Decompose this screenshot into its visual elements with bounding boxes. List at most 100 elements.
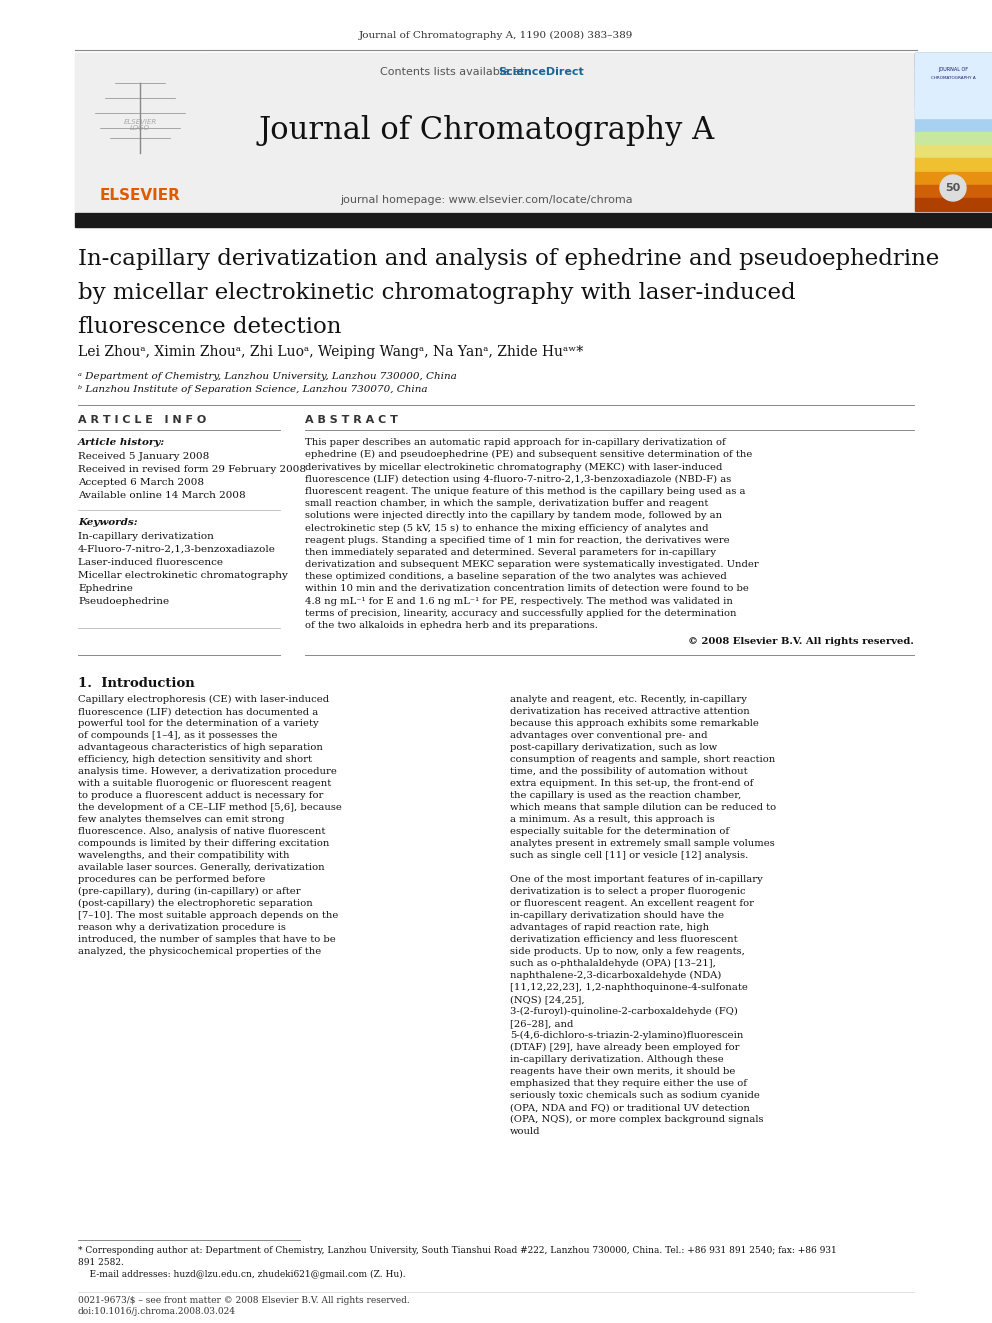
Text: doi:10.1016/j.chroma.2008.03.024: doi:10.1016/j.chroma.2008.03.024 xyxy=(78,1307,236,1316)
Text: journal homepage: www.elsevier.com/locate/chroma: journal homepage: www.elsevier.com/locat… xyxy=(340,194,633,205)
Text: Journal of Chromatography A, 1190 (2008) 383–389: Journal of Chromatography A, 1190 (2008)… xyxy=(359,30,633,40)
Text: (post-capillary) the electrophoretic separation: (post-capillary) the electrophoretic sep… xyxy=(78,900,312,909)
Text: (NQS) [24,25],: (NQS) [24,25], xyxy=(510,995,584,1004)
Text: derivatization has received attractive attention: derivatization has received attractive a… xyxy=(510,708,750,716)
Bar xyxy=(915,172,992,179)
Text: in-capillary derivatization should have the: in-capillary derivatization should have … xyxy=(510,912,724,921)
Text: powerful tool for the determination of a variety: powerful tool for the determination of a… xyxy=(78,720,318,728)
Bar xyxy=(915,60,992,66)
Text: which means that sample dilution can be reduced to: which means that sample dilution can be … xyxy=(510,803,776,812)
Bar xyxy=(915,112,992,119)
Text: Ephedrine: Ephedrine xyxy=(78,583,133,593)
Bar xyxy=(915,139,992,146)
Text: (pre-capillary), during (in-capillary) or after: (pre-capillary), during (in-capillary) o… xyxy=(78,888,301,896)
Text: (OPA, NDA and FQ) or traditional UV detection: (OPA, NDA and FQ) or traditional UV dete… xyxy=(510,1103,750,1113)
Text: introduced, the number of samples that have to be: introduced, the number of samples that h… xyxy=(78,935,335,945)
Bar xyxy=(915,185,992,192)
Text: of the two alkaloids in ephedra herb and its preparations.: of the two alkaloids in ephedra herb and… xyxy=(305,620,598,630)
Text: consumption of reagents and sample, short reaction: consumption of reagents and sample, shor… xyxy=(510,755,776,765)
Text: In-capillary derivatization: In-capillary derivatization xyxy=(78,532,214,541)
Text: electrokinetic step (5 kV, 15 s) to enhance the mixing efficiency of analytes an: electrokinetic step (5 kV, 15 s) to enha… xyxy=(305,524,708,533)
Text: or fluorescent reagent. An excellent reagent for: or fluorescent reagent. An excellent rea… xyxy=(510,900,754,908)
Text: ScienceDirect: ScienceDirect xyxy=(498,67,583,77)
Text: fluorescent reagent. The unique feature of this method is the capillary being us: fluorescent reagent. The unique feature … xyxy=(305,487,746,496)
Bar xyxy=(915,53,992,60)
Bar xyxy=(915,119,992,126)
Text: such as single cell [11] or vesicle [12] analysis.: such as single cell [11] or vesicle [12]… xyxy=(510,851,748,860)
Text: Pseudoephedrine: Pseudoephedrine xyxy=(78,597,169,606)
Text: This paper describes an automatic rapid approach for in-capillary derivatization: This paper describes an automatic rapid … xyxy=(305,438,726,447)
Text: 3-(2-furoyl)-quinoline-2-carboxaldehyde (FQ): 3-(2-furoyl)-quinoline-2-carboxaldehyde … xyxy=(510,1007,738,1016)
Bar xyxy=(915,165,992,172)
Text: procedures can be performed before: procedures can be performed before xyxy=(78,876,266,884)
Text: Capillary electrophoresis (CE) with laser-induced: Capillary electrophoresis (CE) with lase… xyxy=(78,695,329,704)
Text: terms of precision, linearity, accuracy and successfully applied for the determi: terms of precision, linearity, accuracy … xyxy=(305,609,736,618)
Text: advantages over conventional pre- and: advantages over conventional pre- and xyxy=(510,732,707,740)
Text: E-mail addresses: huzd@lzu.edu.cn, zhudeki621@gmail.com (Z. Hu).: E-mail addresses: huzd@lzu.edu.cn, zhude… xyxy=(78,1270,406,1279)
Text: fluorescence. Also, analysis of native fluorescent: fluorescence. Also, analysis of native f… xyxy=(78,827,325,836)
Text: 4.8 ng mL⁻¹ for E and 1.6 ng mL⁻¹ for PE, respectively. The method was validated: 4.8 ng mL⁻¹ for E and 1.6 ng mL⁻¹ for PE… xyxy=(305,597,733,606)
Text: (DTAF) [29], have already been employed for: (DTAF) [29], have already been employed … xyxy=(510,1044,739,1052)
Bar xyxy=(915,152,992,159)
Text: wavelengths, and their compatibility with: wavelengths, and their compatibility wit… xyxy=(78,851,290,860)
Text: [11,12,22,23], 1,2-naphthoquinone-4-sulfonate: [11,12,22,23], 1,2-naphthoquinone-4-sulf… xyxy=(510,983,748,992)
Text: emphasized that they require either the use of: emphasized that they require either the … xyxy=(510,1080,747,1089)
Text: small reaction chamber, in which the sample, derivatization buffer and reagent: small reaction chamber, in which the sam… xyxy=(305,499,708,508)
Text: especially suitable for the determination of: especially suitable for the determinatio… xyxy=(510,827,729,836)
Circle shape xyxy=(940,175,966,201)
Text: A R T I C L E   I N F O: A R T I C L E I N F O xyxy=(78,415,206,425)
Bar xyxy=(915,159,992,165)
Text: 5-(4,6-dichloro-s-triazin-2-ylamino)fluorescein: 5-(4,6-dichloro-s-triazin-2-ylamino)fluo… xyxy=(510,1031,743,1040)
Text: ELSEVIER: ELSEVIER xyxy=(99,188,181,202)
Text: in-capillary derivatization. Although these: in-capillary derivatization. Although th… xyxy=(510,1056,724,1064)
Bar xyxy=(915,132,992,139)
Bar xyxy=(915,86,992,93)
Text: reagent plugs. Standing a specified time of 1 min for reaction, the derivatives : reagent plugs. Standing a specified time… xyxy=(305,536,730,545)
Text: of compounds [1–4], as it possesses the: of compounds [1–4], as it possesses the xyxy=(78,732,278,740)
Text: with a suitable fluorogenic or fluorescent reagent: with a suitable fluorogenic or fluoresce… xyxy=(78,779,331,789)
Text: [26–28], and: [26–28], and xyxy=(510,1019,573,1028)
Text: to produce a fluorescent adduct is necessary for: to produce a fluorescent adduct is neces… xyxy=(78,791,323,800)
Text: time, and the possibility of automation without: time, and the possibility of automation … xyxy=(510,767,748,777)
Text: ᵃ Department of Chemistry, Lanzhou University, Lanzhou 730000, China: ᵃ Department of Chemistry, Lanzhou Unive… xyxy=(78,372,456,381)
Text: 50: 50 xyxy=(945,183,960,193)
Text: by micellar electrokinetic chromatography with laser-induced: by micellar electrokinetic chromatograph… xyxy=(78,282,796,304)
Bar xyxy=(915,93,992,99)
Text: One of the most important features of in-capillary: One of the most important features of in… xyxy=(510,876,763,884)
Text: ᵇ Lanzhou Institute of Separation Science, Lanzhou 730070, China: ᵇ Lanzhou Institute of Separation Scienc… xyxy=(78,385,428,394)
Text: then immediately separated and determined. Several parameters for in-capillary: then immediately separated and determine… xyxy=(305,548,716,557)
Text: Lei Zhouᵃ, Ximin Zhouᵃ, Zhi Luoᵃ, Weiping Wangᵃ, Na Yanᵃ, Zhide Huᵃʷ*: Lei Zhouᵃ, Ximin Zhouᵃ, Zhi Luoᵃ, Weipin… xyxy=(78,345,583,359)
Text: because this approach exhibits some remarkable: because this approach exhibits some rema… xyxy=(510,720,759,728)
Text: 1.  Introduction: 1. Introduction xyxy=(78,677,194,691)
Text: advantageous characteristics of high separation: advantageous characteristics of high sep… xyxy=(78,744,322,753)
Text: derivatization is to select a proper fluorogenic: derivatization is to select a proper flu… xyxy=(510,888,746,896)
Bar xyxy=(915,205,992,210)
Text: reason why a derivatization procedure is: reason why a derivatization procedure is xyxy=(78,923,286,933)
Text: (OPA, NQS), or more complex background signals: (OPA, NQS), or more complex background s… xyxy=(510,1115,764,1125)
Text: 0021-9673/$ – see front matter © 2008 Elsevier B.V. All rights reserved.: 0021-9673/$ – see front matter © 2008 El… xyxy=(78,1297,410,1304)
Bar xyxy=(915,106,992,112)
Text: * Corresponding author at: Department of Chemistry, Lanzhou University, South Ti: * Corresponding author at: Department of… xyxy=(78,1246,836,1256)
Text: ephedrine (E) and pseudoephedrine (PE) and subsequent sensitive determination of: ephedrine (E) and pseudoephedrine (PE) a… xyxy=(305,450,752,459)
Text: Accepted 6 March 2008: Accepted 6 March 2008 xyxy=(78,478,204,487)
Bar xyxy=(75,53,915,210)
Bar xyxy=(915,73,992,79)
Text: Keywords:: Keywords: xyxy=(78,519,138,527)
Text: In-capillary derivatization and analysis of ephedrine and pseudoephedrine: In-capillary derivatization and analysis… xyxy=(78,247,939,270)
Text: Article history:: Article history: xyxy=(78,438,166,447)
Text: CHROMATOGRAPHY A: CHROMATOGRAPHY A xyxy=(930,75,975,79)
Bar xyxy=(915,53,992,118)
Text: 891 2582.: 891 2582. xyxy=(78,1258,124,1267)
Text: fluorescence detection: fluorescence detection xyxy=(78,316,341,337)
Text: extra equipment. In this set-up, the front-end of: extra equipment. In this set-up, the fro… xyxy=(510,779,753,789)
Text: derivatization and subsequent MEKC separation were systematically investigated. : derivatization and subsequent MEKC separ… xyxy=(305,560,759,569)
Text: a minimum. As a result, this approach is: a minimum. As a result, this approach is xyxy=(510,815,715,824)
Text: fluorescence (LIF) detection has documented a: fluorescence (LIF) detection has documen… xyxy=(78,708,318,716)
Text: side products. Up to now, only a few reagents,: side products. Up to now, only a few rea… xyxy=(510,947,745,957)
Text: the development of a CE–LIF method [5,6], because: the development of a CE–LIF method [5,6]… xyxy=(78,803,342,812)
Text: Received in revised form 29 February 2008: Received in revised form 29 February 200… xyxy=(78,464,306,474)
Text: derivatives by micellar electrokinetic chromatography (MEKC) with laser-induced: derivatives by micellar electrokinetic c… xyxy=(305,463,722,471)
Text: analyzed, the physicochemical properties of the: analyzed, the physicochemical properties… xyxy=(78,947,321,957)
Bar xyxy=(915,66,992,73)
Bar xyxy=(915,99,992,106)
